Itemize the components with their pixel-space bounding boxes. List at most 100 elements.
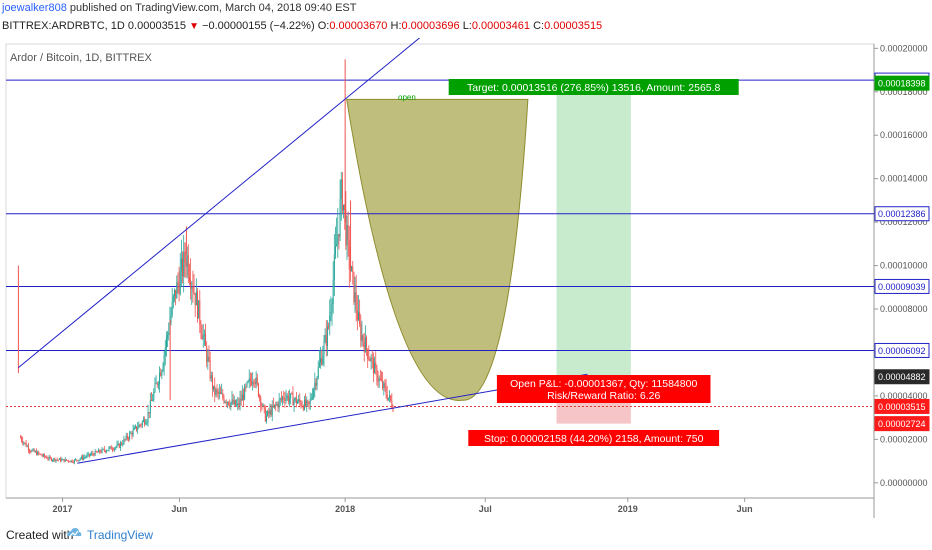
candle-body xyxy=(378,378,380,382)
risk-reward-label: Risk/Reward Ratio: 6.26 xyxy=(547,390,660,402)
candle-body xyxy=(86,455,88,457)
candle-body xyxy=(153,391,155,400)
candle-body xyxy=(218,392,220,394)
candle-body xyxy=(275,404,277,406)
candle-body xyxy=(231,399,233,403)
price-axis-label: 0.00012386 xyxy=(878,209,926,219)
candle-body xyxy=(261,405,263,407)
candle-body xyxy=(282,397,284,400)
profit-zone xyxy=(556,83,631,377)
candle-body xyxy=(309,399,311,404)
candle-body xyxy=(330,311,332,317)
candle-body xyxy=(160,372,162,376)
price-axis-label: 0.00006092 xyxy=(878,346,926,356)
candle-body xyxy=(390,395,392,401)
candle-body xyxy=(366,337,368,350)
candle-body xyxy=(187,255,189,277)
candle-body xyxy=(340,179,342,200)
candle-body xyxy=(121,443,123,445)
open-value: 0.00003670 xyxy=(329,20,388,32)
candle-body xyxy=(288,398,290,402)
candle-body xyxy=(56,459,58,461)
candle-body xyxy=(374,362,376,374)
candle-body xyxy=(313,389,315,398)
candle-body xyxy=(168,333,170,335)
candle-body xyxy=(48,457,50,460)
candle-body xyxy=(45,456,47,458)
price-chart[interactable]: 0.00020000 0.00018000 0.00016000 0.00014000… xyxy=(0,38,932,520)
candle-body xyxy=(54,458,56,462)
candle-body xyxy=(98,450,100,453)
candle-body xyxy=(129,433,131,439)
candle-body xyxy=(276,404,278,406)
high-value: 0.00003696 xyxy=(401,20,460,32)
y-tick-label: 0.00000000 xyxy=(880,478,928,488)
candle-body xyxy=(193,292,195,294)
author-link[interactable]: joewalker808 xyxy=(2,2,67,14)
candle-body xyxy=(222,393,224,398)
candle-body xyxy=(24,442,26,444)
candle-body xyxy=(355,292,357,311)
candle-body xyxy=(387,397,389,400)
candle-body xyxy=(159,372,161,384)
candle-body xyxy=(274,404,276,407)
pnl-box xyxy=(496,375,711,403)
candle-body xyxy=(185,262,187,267)
candle-body xyxy=(141,421,143,426)
candle-body xyxy=(156,383,158,386)
candle-body xyxy=(385,387,387,395)
candle-body xyxy=(85,456,87,458)
candle-body xyxy=(259,396,261,398)
candle-body xyxy=(21,437,23,441)
candle-body xyxy=(215,389,217,395)
candle-body xyxy=(326,326,328,346)
trend-line xyxy=(18,38,421,369)
candle-body xyxy=(123,439,125,445)
candle-body xyxy=(35,451,37,455)
candle-body xyxy=(55,459,57,462)
candle-body xyxy=(294,397,296,401)
candle-body xyxy=(126,435,128,439)
candle-body xyxy=(47,458,49,460)
price-axis-label: 0.00003515 xyxy=(878,402,926,412)
open-label: open xyxy=(398,93,416,102)
candle-body xyxy=(316,377,318,386)
candle-body xyxy=(92,453,94,455)
tradingview-logo-icon xyxy=(67,528,82,537)
candle-body xyxy=(311,397,313,399)
candle-body xyxy=(33,449,35,452)
candle-body xyxy=(61,459,63,462)
candle-body xyxy=(239,398,241,406)
candle-body xyxy=(40,454,42,456)
candle-body xyxy=(208,356,210,360)
candle-body xyxy=(183,251,185,277)
candle-body xyxy=(117,443,119,445)
candle-body xyxy=(31,450,33,452)
candle-body xyxy=(219,392,221,394)
tradingview-brand[interactable]: TradingView xyxy=(87,528,154,542)
candle-body xyxy=(163,355,165,367)
candle-body xyxy=(253,381,255,383)
symbol-info: BITTREX:ARDRBTC, 1D 0.00003515 ▼ −0.0000… xyxy=(2,20,602,32)
candle-body xyxy=(133,427,135,430)
candle-body xyxy=(280,398,282,400)
candle-body xyxy=(349,269,351,272)
candle-body xyxy=(216,389,218,392)
candle-body xyxy=(139,424,141,426)
candle-body xyxy=(103,449,105,451)
candle-body xyxy=(154,383,156,392)
candle-body xyxy=(320,358,322,363)
candle-body xyxy=(337,234,339,245)
publish-text: published on TradingView.com, March 04, … xyxy=(69,2,357,14)
candle-body xyxy=(300,402,302,407)
candle-body xyxy=(383,383,385,389)
candle-body xyxy=(307,400,309,402)
candle-body xyxy=(146,421,148,424)
target-label: Target: 0.00013516 (276.85%) 13516, Amou… xyxy=(467,82,721,94)
candle-body xyxy=(331,303,333,312)
candle-body xyxy=(52,460,54,461)
candle-body xyxy=(346,225,348,246)
candle-body xyxy=(58,458,60,460)
candle-body xyxy=(140,424,142,426)
candle-body xyxy=(88,453,90,456)
